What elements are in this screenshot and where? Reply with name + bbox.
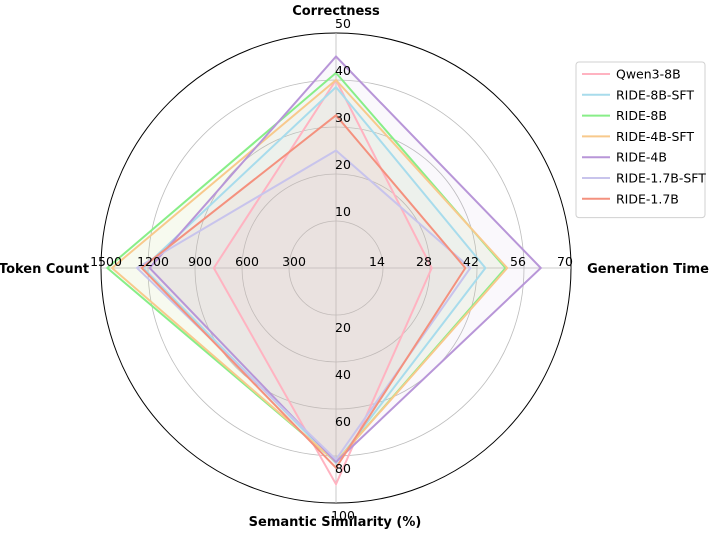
series-line [135, 149, 472, 462]
tick-label: 900 [188, 254, 212, 269]
series-fill [141, 115, 466, 468]
tick-label: 300 [282, 254, 306, 269]
tick-label: 50 [335, 16, 351, 31]
legend: Qwen3-8B RIDE-8B-SFT RIDE-8B RIDE-4B-SFT RID… [575, 61, 706, 219]
tick-label: 1200 [137, 254, 169, 269]
legend-label: RIDE-1.7B-SFT [616, 171, 706, 186]
legend-label: RIDE-4B-SFT [616, 129, 694, 144]
axis-titles: Correctness Generation Time Semantic Simil… [0, 4, 709, 530]
legend-label: RIDE-8B-SFT [616, 87, 694, 102]
axis-title: Generation Time [587, 262, 709, 277]
series-line [140, 113, 467, 470]
tick-label: 600 [235, 254, 259, 269]
series-fill [213, 80, 432, 485]
tick-label: 80 [335, 461, 351, 476]
tick-label: 56 [510, 254, 526, 269]
series-lines [105, 55, 543, 487]
tick-label: 42 [463, 254, 479, 269]
tick-label: 28 [416, 254, 432, 269]
legend-label: Qwen3-8B [616, 67, 681, 82]
tick-label: 40 [335, 367, 351, 382]
series-fill [107, 72, 506, 462]
tick-label: 70 [557, 254, 573, 269]
tick-label: 30 [335, 110, 351, 125]
series-fills [107, 56, 541, 485]
tick-label: 100 [331, 508, 355, 523]
tick-label: 1500 [90, 254, 122, 269]
axis-title: Correctness [292, 4, 380, 19]
axis-title: Token Count [0, 262, 89, 277]
legend-label: RIDE-8B [616, 108, 667, 123]
legend-label: RIDE-4B [616, 150, 667, 165]
tick-label: 40 [335, 63, 351, 78]
tick-label: 14 [369, 254, 385, 269]
series-fill [137, 150, 471, 460]
tick-labels: 10 20 30 40 50 14 28 42 56 70 20 40 60 80 100 300 600 900… [90, 16, 573, 523]
legend-label: RIDE-1.7B [616, 191, 679, 206]
tick-label: 10 [335, 204, 351, 219]
tick-label: 20 [335, 157, 351, 172]
tick-label: 60 [335, 414, 351, 429]
series-line [148, 55, 543, 464]
radar-grid [100, 32, 572, 504]
axis-title: Semantic Similarity (%) [249, 515, 422, 530]
tick-label: 20 [335, 320, 351, 335]
